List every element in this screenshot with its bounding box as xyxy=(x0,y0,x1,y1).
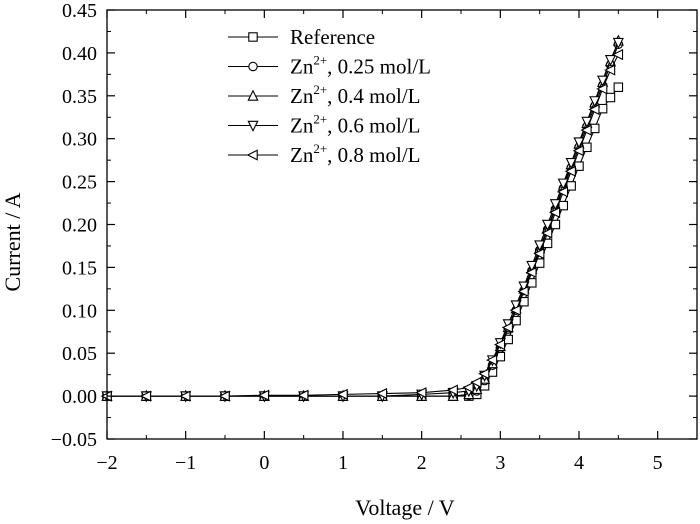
legend-marker xyxy=(246,149,258,161)
y-tick-label: 0.10 xyxy=(62,300,97,322)
data-point xyxy=(604,64,616,76)
legend: Reference Zn2+, 0.25 mol/L Zn2+, 0.4 mol/L… xyxy=(228,25,431,167)
legend-entry: Reference xyxy=(228,25,375,49)
data-point xyxy=(470,376,482,388)
data-point xyxy=(556,186,569,198)
y-tick-label: 0.15 xyxy=(62,257,97,279)
data-point xyxy=(139,390,152,402)
data-point xyxy=(604,55,617,67)
data-point xyxy=(493,339,506,351)
data-point xyxy=(501,321,513,334)
legend-label: Zn2+, 0.25 mol/L xyxy=(290,53,431,79)
legend-entry: Zn2+, 0.8 mol/L xyxy=(228,141,421,167)
x-tick-label: 4 xyxy=(574,452,584,474)
y-tick-label: 0.00 xyxy=(62,386,97,408)
data-point xyxy=(525,266,537,279)
data-point xyxy=(611,49,624,61)
legend-marker xyxy=(248,61,258,72)
y-tick-label: 0.20 xyxy=(62,215,97,237)
legend-label: Zn2+, 0.6 mol/L xyxy=(290,112,421,138)
data-point xyxy=(596,83,608,95)
data-point xyxy=(297,389,309,401)
data-point xyxy=(565,157,577,170)
legend-label: Zn2+, 0.4 mol/L xyxy=(290,82,421,108)
data-point xyxy=(581,116,593,128)
x-tick-label: −1 xyxy=(175,452,196,474)
data-point xyxy=(462,381,474,394)
data-point xyxy=(257,389,270,401)
data-point xyxy=(564,165,576,177)
legend-entry: Zn2+, 0.4 mol/L xyxy=(228,82,421,108)
legend-label: Zn2+, 0.8 mol/L xyxy=(290,141,421,167)
legend-marker xyxy=(247,89,259,101)
data-point xyxy=(597,103,608,114)
data-point xyxy=(589,96,601,108)
data-point xyxy=(588,103,600,116)
data-point xyxy=(580,124,592,136)
data-point xyxy=(548,206,561,219)
legend-marker xyxy=(248,32,258,42)
y-tick-label: 0.35 xyxy=(62,86,97,108)
x-tick-label: 1 xyxy=(338,452,348,474)
data-point xyxy=(446,384,458,396)
data-point xyxy=(613,82,624,92)
y-tick-label: 0.45 xyxy=(62,0,97,22)
data-point xyxy=(589,123,600,134)
data-point xyxy=(612,37,624,50)
data-point xyxy=(549,199,561,211)
data-point xyxy=(478,368,490,380)
data-point xyxy=(597,75,609,87)
data-point xyxy=(486,354,498,366)
legend-entry: Zn2+, 0.25 mol/L xyxy=(228,53,431,79)
data-point xyxy=(517,285,529,298)
data-point xyxy=(573,137,585,149)
y-tick-label: −0.05 xyxy=(51,429,97,451)
x-tick-label: 0 xyxy=(259,452,269,474)
data-point xyxy=(509,304,521,316)
data-point xyxy=(534,240,546,252)
data-point xyxy=(572,145,584,157)
legend-entry: Zn2+, 0.6 mol/L xyxy=(228,112,421,138)
data-point xyxy=(375,387,388,400)
data-point xyxy=(533,248,545,260)
data-point xyxy=(541,227,553,239)
x-tick-label: −2 xyxy=(96,452,117,474)
axes: −2 −1 0 1 2 3 4 5 −0.05 0.00 0.05 0.10 0.15 0.20 0.25 0… xyxy=(51,0,698,474)
plot-area xyxy=(100,34,624,403)
series-5 xyxy=(100,49,624,402)
y-tick-label: 0.30 xyxy=(62,129,97,151)
data-point xyxy=(179,390,191,402)
data-point xyxy=(415,387,427,399)
data-point xyxy=(336,388,348,400)
x-tick-label: 2 xyxy=(417,452,427,474)
y-tick-label: 0.05 xyxy=(62,343,97,365)
x-tick-label: 3 xyxy=(495,452,505,474)
x-tick-label: 5 xyxy=(653,452,663,474)
y-tick-label: 0.25 xyxy=(62,172,97,194)
data-point xyxy=(566,181,576,191)
data-point xyxy=(558,200,569,211)
data-point xyxy=(557,178,569,190)
data-point xyxy=(541,219,554,231)
data-point xyxy=(605,92,616,103)
y-axis-title: Current / A xyxy=(0,192,25,291)
x-axis-title: Voltage / V xyxy=(355,495,455,520)
legend-marker xyxy=(247,120,259,132)
legend-label: Reference xyxy=(290,25,375,49)
y-tick-label: 0.40 xyxy=(62,43,97,65)
data-point xyxy=(218,390,230,402)
